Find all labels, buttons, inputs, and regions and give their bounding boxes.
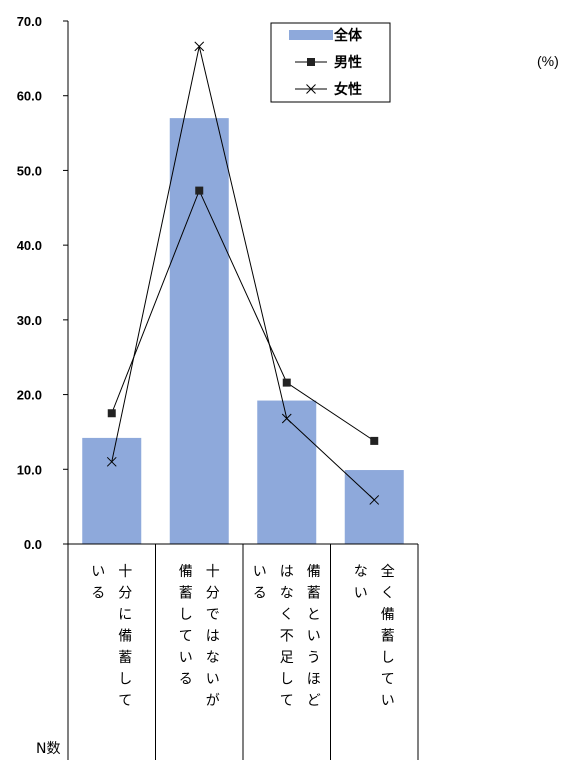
point-x-marker <box>369 495 380 505</box>
point-x-marker <box>281 413 292 424</box>
category-label-char: て <box>381 672 395 688</box>
category-label-char: 蓄 <box>118 650 132 666</box>
category-label-char: い <box>206 672 220 688</box>
category-label-char: し <box>280 672 294 688</box>
point-square-marker <box>370 436 379 445</box>
y-tick-label: 10.0 <box>17 462 42 477</box>
category-label-char: し <box>118 672 132 688</box>
category-label-char: い <box>354 586 368 602</box>
category-label-char: な <box>280 586 294 602</box>
category-label-char: は <box>206 629 220 645</box>
category-label-char: ほ <box>307 672 321 688</box>
category-label-char: て <box>280 693 294 709</box>
legend-x-marker <box>306 84 316 94</box>
legend-square-marker <box>307 58 315 66</box>
category-labels: 十分に備蓄している十分ではないが備蓄している備蓄というほどはなく不足している全く… <box>91 563 395 709</box>
point-square-marker <box>195 186 204 195</box>
point-square-marker <box>282 378 291 387</box>
category-label-char: 蓄 <box>381 629 395 645</box>
category-label-char: 備 <box>118 629 132 645</box>
x-stroke <box>281 413 292 424</box>
y-tick-label: 60.0 <box>17 89 42 104</box>
category-label-char: が <box>206 693 220 709</box>
category-label-char: し <box>381 650 395 666</box>
category-label-char: る <box>91 586 105 602</box>
category-label-char: な <box>354 564 368 580</box>
y-tick-label: 30.0 <box>17 313 42 328</box>
point-x-marker <box>106 456 117 467</box>
category-label-char: い <box>307 629 321 645</box>
category-label-char: 十 <box>118 564 132 580</box>
category-label-char: 分 <box>206 586 220 602</box>
category-label-char: 全 <box>381 563 395 580</box>
x-stroke <box>194 41 205 52</box>
y-tick-label: 70.0 <box>17 14 42 29</box>
category-label-char: し <box>179 607 193 623</box>
category-label-char: く <box>280 607 294 623</box>
category-label-char: 蓄 <box>307 586 321 602</box>
category-label-char: い <box>91 564 105 580</box>
axes: 0.0 10.0 20.0 30.0 40.0 50.0 60.0 70.0 <box>17 14 419 760</box>
category-label-char: で <box>206 607 220 623</box>
category-label-char: る <box>179 672 193 688</box>
x-stroke <box>306 84 316 94</box>
category-label-char: て <box>118 693 132 709</box>
category-label-char: に <box>118 607 132 623</box>
category-label-char: 分 <box>118 586 132 602</box>
category-label-char: い <box>179 650 193 666</box>
x-stroke <box>369 495 380 505</box>
category-label-char: な <box>206 650 220 666</box>
category-label-char: 備 <box>179 564 193 580</box>
bar-4 <box>344 470 404 544</box>
y-tick-label: 20.0 <box>17 388 42 403</box>
bar-1 <box>82 437 142 544</box>
legend-swatch-bar <box>289 30 333 40</box>
unit-label: (%) <box>537 53 559 69</box>
category-label-char: る <box>253 586 267 602</box>
y-tick-label: 0.0 <box>24 537 42 552</box>
category-label-char: と <box>307 607 321 623</box>
n-count-label: N数 <box>36 741 61 757</box>
y-tick-label: 50.0 <box>17 163 42 178</box>
category-label-char: い <box>381 693 395 709</box>
legend-label: 全体 <box>333 27 363 44</box>
line-series-group <box>106 41 380 505</box>
legend-label: 女性 <box>334 81 362 98</box>
category-label-char: 不 <box>280 629 294 645</box>
legend-label: 男性 <box>334 54 362 71</box>
y-tick-label: 40.0 <box>17 238 42 253</box>
category-label-char: て <box>179 629 193 645</box>
category-label-char: 十 <box>206 564 220 580</box>
series-line-男性 <box>111 189 375 442</box>
category-label-char: く <box>381 586 395 602</box>
category-label-char: 足 <box>280 650 294 666</box>
category-label-char: 備 <box>307 564 321 580</box>
category-label-char: う <box>307 650 321 666</box>
bar-2 <box>169 118 229 544</box>
category-label-char: ど <box>307 693 321 709</box>
category-label-char: い <box>253 564 267 580</box>
x-stroke <box>106 456 117 467</box>
category-label-char: 蓄 <box>179 586 193 602</box>
point-x-marker <box>194 41 205 52</box>
point-square-marker <box>107 409 116 418</box>
bar-group <box>82 118 404 544</box>
bar-3 <box>257 400 317 544</box>
category-label-char: は <box>280 564 294 580</box>
series-line-女性 <box>111 46 375 501</box>
category-label-char: 備 <box>381 607 395 623</box>
